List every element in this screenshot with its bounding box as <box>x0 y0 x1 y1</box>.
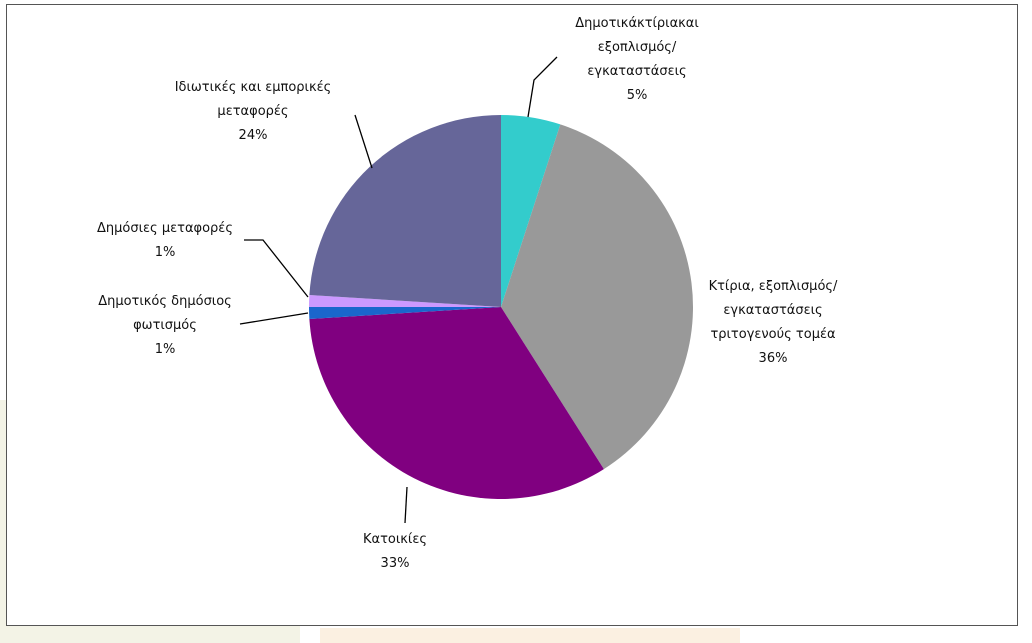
slice-label-5-line-1: μεταφορές <box>217 104 288 119</box>
slice-label-1-line-1: εγκαταστάσεις <box>723 303 822 318</box>
leader-line-3 <box>239 312 309 325</box>
pie-slice-2 <box>309 307 604 499</box>
slice-percent-2: 33% <box>381 556 410 571</box>
pie-slice-1 <box>501 124 694 470</box>
leader-line-4 <box>244 239 309 298</box>
slice-label-1-line-2: τριτογενούς τομέα <box>710 327 835 342</box>
slice-percent-0: 5% <box>627 88 648 103</box>
pie-slice-5 <box>309 115 501 307</box>
pie-slice-3 <box>309 307 501 320</box>
slice-label-0-line-1: εξοπλισμός/ <box>598 40 677 55</box>
slice-label-3-line-1: φωτισμός <box>133 318 197 333</box>
slice-label-2-line-0: Κατοικίες <box>363 532 427 547</box>
slice-label-5-line-0: Ιδιωτικές και εμπορικές <box>175 80 332 95</box>
slice-percent-3: 1% <box>155 342 176 357</box>
background-panel-bottom <box>320 628 740 643</box>
pie-slice-0 <box>501 115 561 307</box>
slice-label-3-line-0: Δημοτικός δημόσιος <box>98 294 232 309</box>
slice-percent-5: 24% <box>239 128 268 143</box>
leader-line-0 <box>527 56 558 118</box>
pie-slice-4 <box>309 294 501 307</box>
leader-line-2 <box>404 486 408 524</box>
slice-percent-1: 36% <box>759 351 788 366</box>
slice-label-0-line-0: Δημοτικάκτίριακαι <box>575 16 699 31</box>
slice-label-1-line-0: Κτίρια, εξοπλισμός/ <box>709 279 838 294</box>
slice-label-4-line-0: Δημόσιες μεταφορές <box>97 221 233 236</box>
slice-percent-4: 1% <box>155 245 176 260</box>
leader-line-5 <box>354 114 373 169</box>
slice-label-0-line-2: εγκαταστάσεις <box>587 64 686 79</box>
